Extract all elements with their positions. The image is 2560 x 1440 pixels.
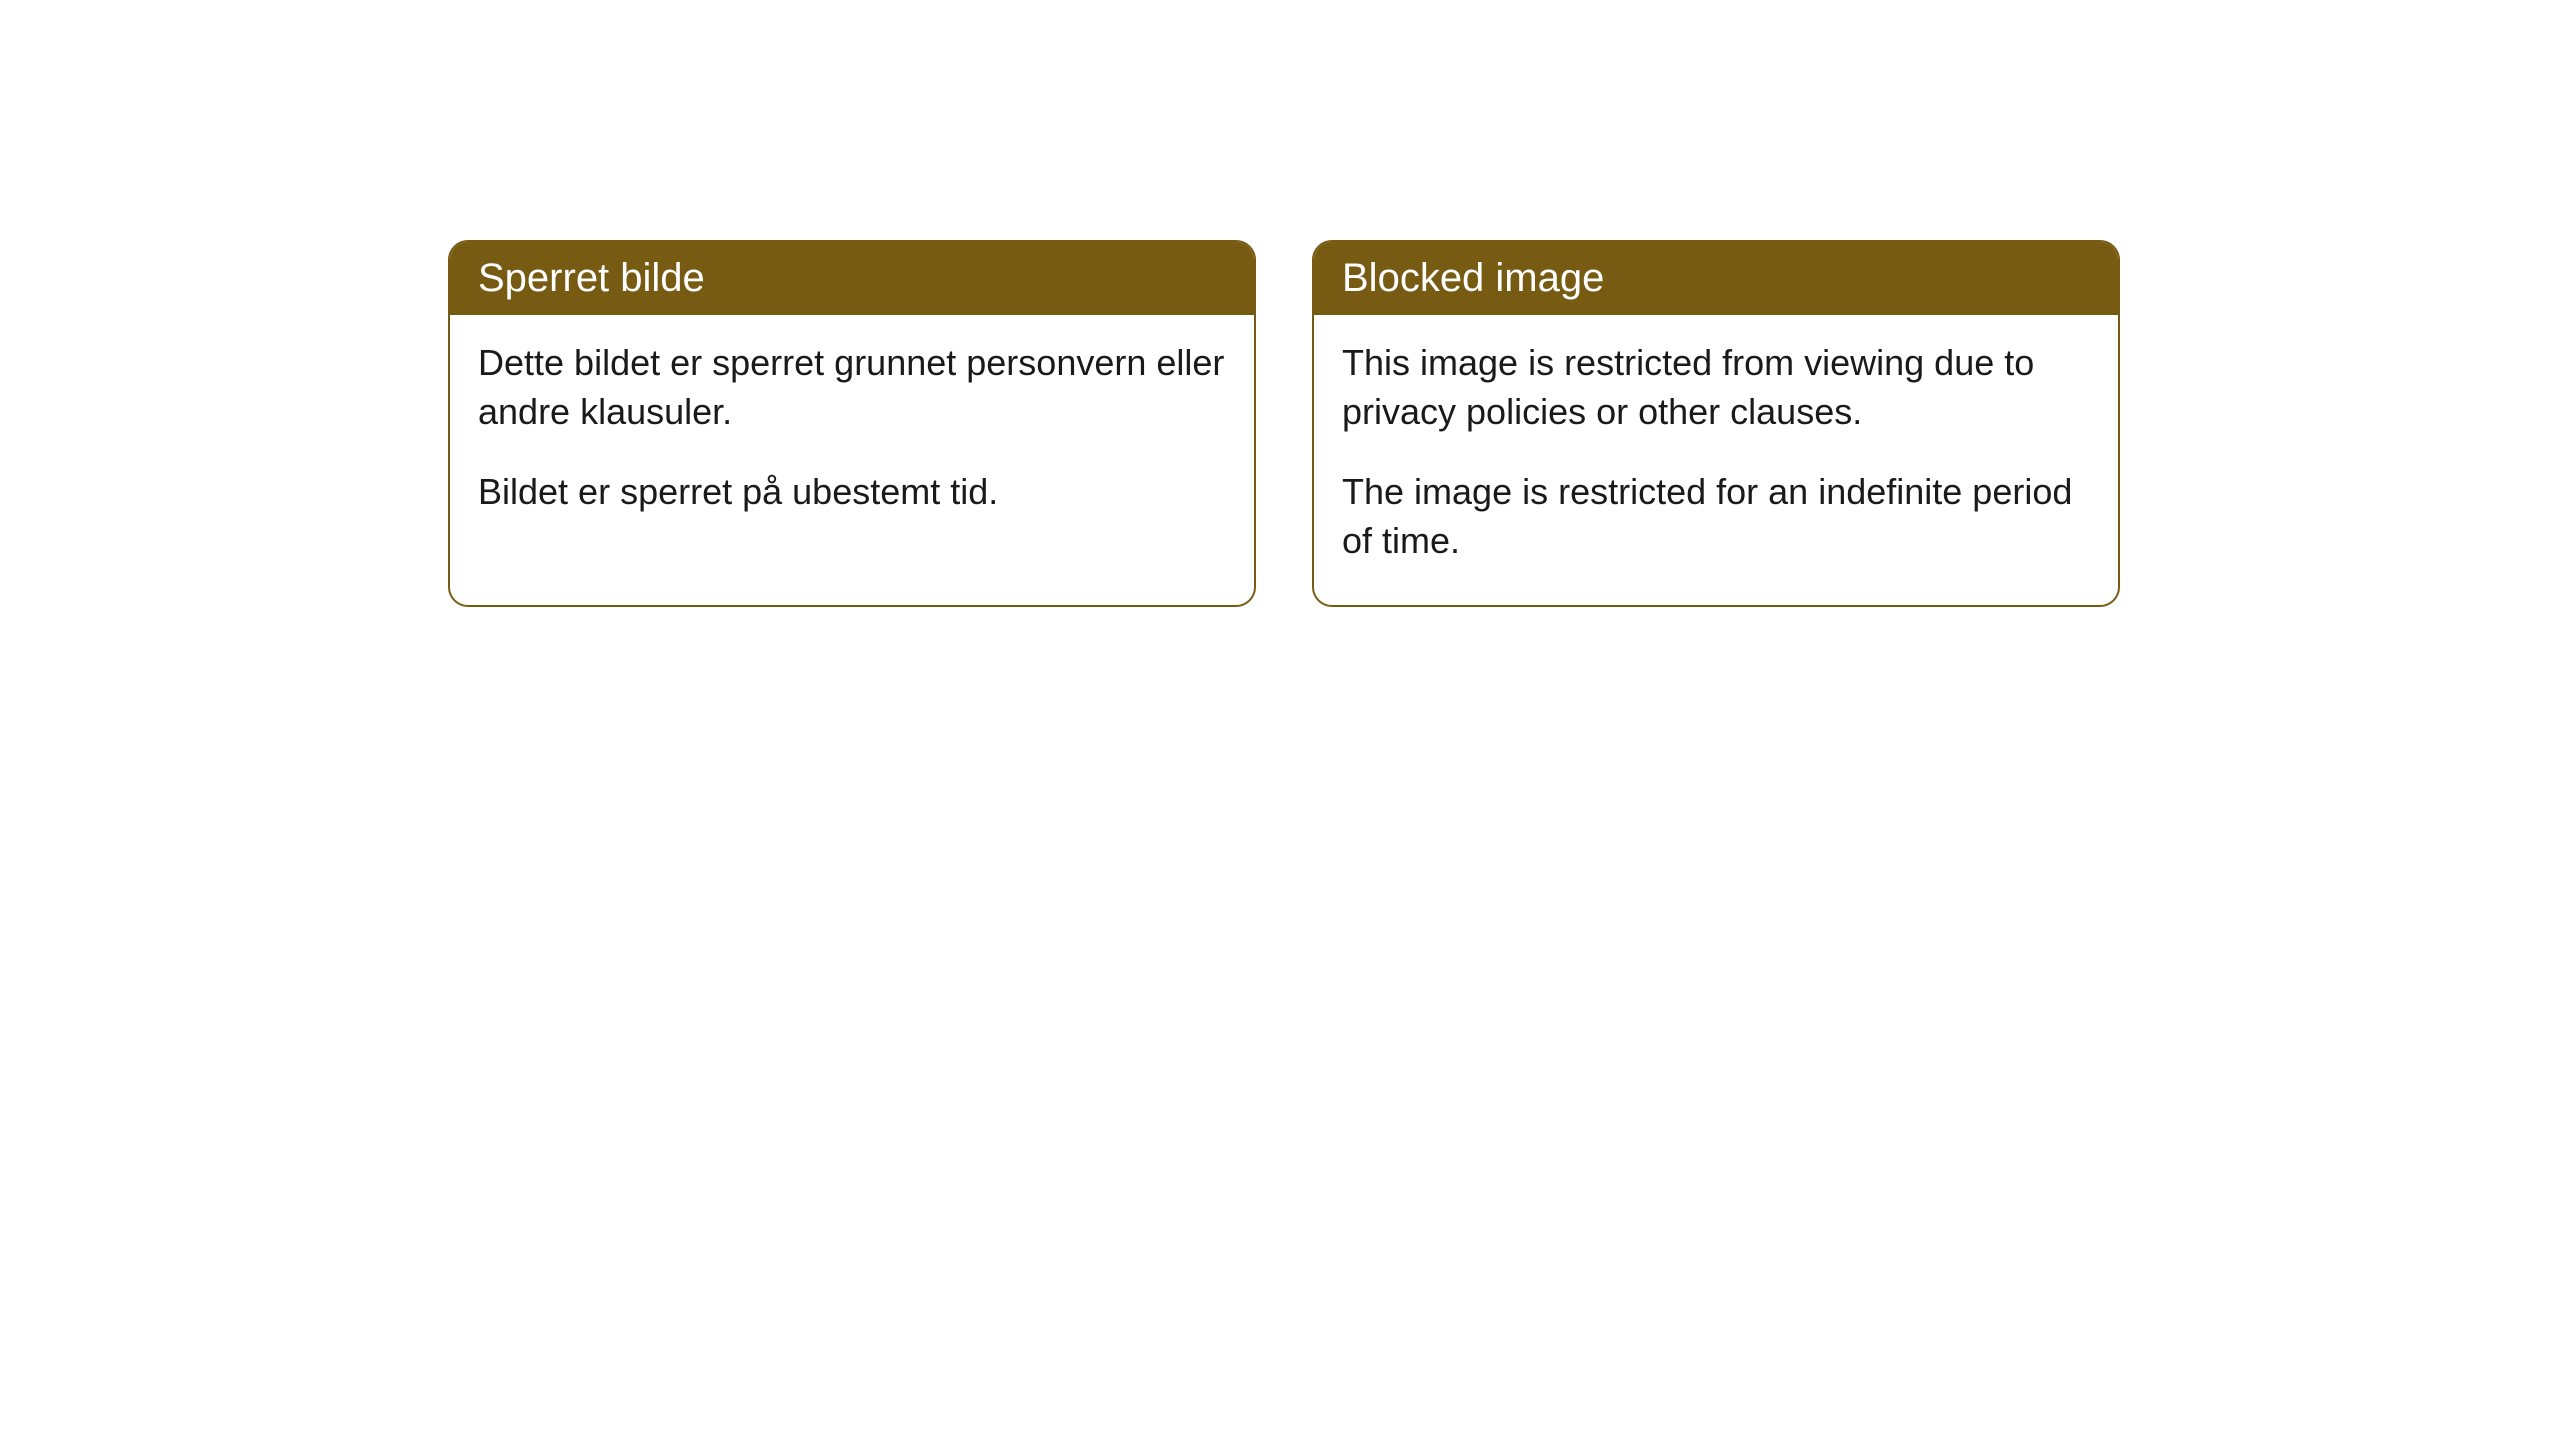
card-body-no: Dette bildet er sperret grunnet personve… xyxy=(450,315,1254,557)
blocked-image-card-en: Blocked image This image is restricted f… xyxy=(1312,240,2120,607)
notice-cards-container: Sperret bilde Dette bildet er sperret gr… xyxy=(0,0,2560,607)
card-paragraph-en-2: The image is restricted for an indefinit… xyxy=(1342,468,2090,565)
card-paragraph-en-1: This image is restricted from viewing du… xyxy=(1342,339,2090,436)
card-paragraph-no-1: Dette bildet er sperret grunnet personve… xyxy=(478,339,1226,436)
card-title-no: Sperret bilde xyxy=(478,256,705,300)
blocked-image-card-no: Sperret bilde Dette bildet er sperret gr… xyxy=(448,240,1256,607)
card-paragraph-no-2: Bildet er sperret på ubestemt tid. xyxy=(478,468,1226,517)
card-title-en: Blocked image xyxy=(1342,256,1604,300)
card-body-en: This image is restricted from viewing du… xyxy=(1314,315,2118,605)
card-header-no: Sperret bilde xyxy=(450,242,1254,315)
card-header-en: Blocked image xyxy=(1314,242,2118,315)
